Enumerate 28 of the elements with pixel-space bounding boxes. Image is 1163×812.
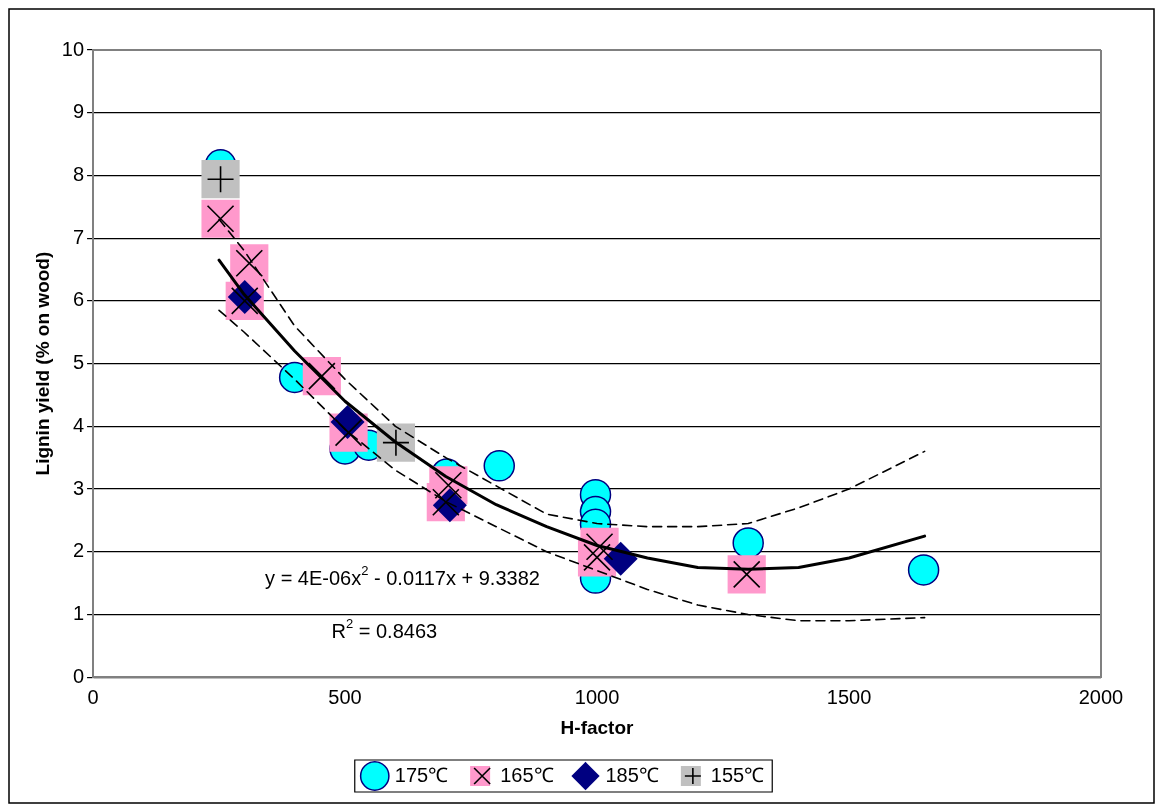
x-axis-title: H-factor: [560, 716, 635, 738]
legend-label: 185℃: [605, 763, 659, 786]
point: [201, 160, 240, 199]
point: [302, 357, 341, 396]
point: [907, 554, 940, 586]
legend-label: 155℃: [710, 763, 765, 786]
x-tick-label: 0: [87, 685, 99, 708]
y-tick-label: 2: [72, 539, 85, 562]
point: [727, 555, 766, 594]
x-tick-label: 1500: [826, 685, 872, 708]
y-tick-label: 9: [72, 100, 85, 123]
y-tick-label: 7: [72, 225, 85, 248]
y-tick-label: 1: [72, 602, 85, 624]
y-tick-label: 5: [72, 351, 85, 374]
point: [483, 450, 515, 482]
x-tick-label: 2000: [1078, 685, 1124, 708]
legend-label: 175℃: [394, 763, 449, 786]
y-axis-title: Lignin yield (% on wood): [31, 251, 53, 476]
x-tick-label: 500: [328, 685, 362, 708]
point: [230, 244, 269, 283]
y-tick-label: 6: [72, 288, 85, 311]
y-tick-label: 10: [61, 37, 85, 60]
y-tick-label: 8: [72, 162, 85, 185]
legend-label: 165℃: [500, 763, 554, 786]
x-tick-label: 1000: [574, 685, 620, 708]
y-tick-label: 0: [72, 664, 85, 687]
y-tick-label: 4: [72, 413, 85, 436]
y-tick-label: 3: [72, 476, 85, 499]
